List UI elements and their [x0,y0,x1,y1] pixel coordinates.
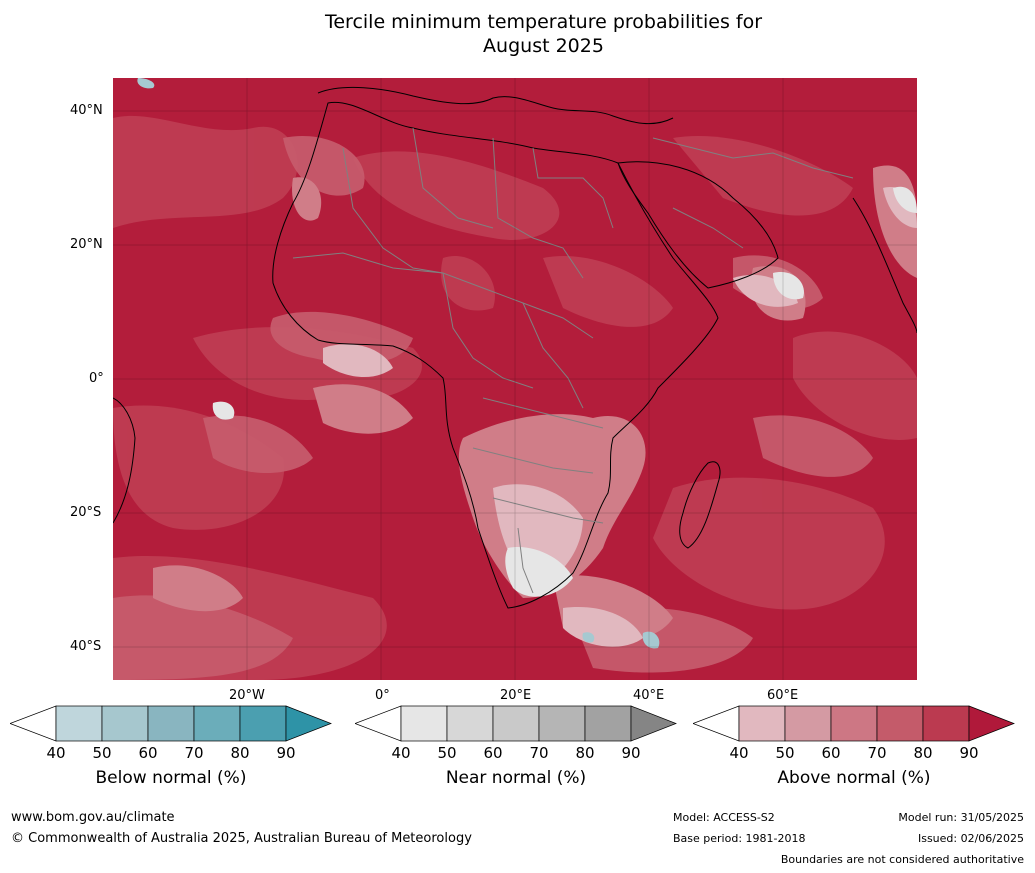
country-borders [292,127,854,594]
cb-above-bin-3 [830,705,878,742]
cb-near-bin-4 [538,705,586,742]
cb-near-bin-2 [446,705,494,742]
madagascar-coast [679,461,721,549]
cb-below-tick-70: 70 [184,744,204,762]
cb-below-tick-80: 80 [230,744,250,762]
cb-below-bin-5 [239,705,287,742]
lon-label-20w: 20°W [229,688,265,703]
cb-above-title: Above normal (%) [777,768,931,788]
footer-model-run: Model run: 31/05/2025 [898,811,1024,824]
footer-base-period: Base period: 1981-2018 [673,832,806,845]
cb-above-low-triangle [693,705,740,742]
colorbar-above-normal [693,705,1015,742]
footer-model: Model: ACCESS-S2 [673,811,775,824]
cb-near-high-triangle [630,705,677,742]
lat-label-20n: 20°N [70,237,103,252]
cb-below-low-triangle [10,705,57,742]
cb-near-tick-90: 90 [621,744,641,762]
cb-below-bin-3 [147,705,195,742]
india-coast [852,197,917,334]
lon-label-0: 0° [375,688,390,703]
cb-near-tick-70: 70 [529,744,549,762]
colorbar-below-normal [10,705,332,742]
cb-below-tick-60: 60 [138,744,158,762]
map-svg [113,78,917,680]
lon-label-40e: 40°E [633,688,665,703]
chart-title: Tercile minimum temperature probabilitie… [0,10,1035,58]
lon-label-60e: 60°E [767,688,799,703]
cb-above-tick-90: 90 [959,744,979,762]
lat-label-40s: 40°S [70,639,102,654]
coastlines [113,86,917,609]
cb-above-high-triangle [968,705,1015,742]
footer-copyright: © Commonwealth of Australia 2025, Austra… [11,831,472,846]
footer-disclaimer: Boundaries are not considered authoritat… [780,853,1024,866]
cb-above-bin-5 [922,705,970,742]
lat-label-0: 0° [89,371,104,386]
africa-coast [272,101,719,609]
graticule [113,78,917,680]
cb-near-tick-40: 40 [391,744,411,762]
cb-above-tick-60: 60 [821,744,841,762]
cb-below-tick-50: 50 [92,744,112,762]
cb-above-tick-50: 50 [775,744,795,762]
arabia-coast [617,161,779,289]
cb-above-bin-1 [738,705,786,742]
cb-below-tick-90: 90 [276,744,296,762]
cb-near-bin-3 [492,705,540,742]
cb-near-bin-1 [400,705,448,742]
europe-coast [317,86,674,125]
title-line-2: August 2025 [483,35,604,57]
lat-label-40n: 40°N [70,103,103,118]
south-america-coast [113,397,136,524]
lat-label-20s: 20°S [70,505,102,520]
title-line-1: Tercile minimum temperature probabilitie… [324,11,763,33]
probability-map [113,78,917,680]
cb-near-tick-50: 50 [437,744,457,762]
below-normal-spots [137,78,660,649]
cb-below-tick-40: 40 [46,744,66,762]
cb-near-tick-80: 80 [575,744,595,762]
cb-above-bin-4 [876,705,924,742]
cb-above-tick-40: 40 [729,744,749,762]
cb-below-title: Below normal (%) [95,768,247,788]
cb-near-bin-5 [584,705,632,742]
colorbar-near-normal [355,705,677,742]
cb-below-bin-1 [55,705,103,742]
cb-near-low-triangle [355,705,402,742]
footer-website[interactable]: www.bom.gov.au/climate [11,810,175,825]
footer-issued: Issued: 02/06/2025 [917,832,1024,845]
cb-below-high-triangle [285,705,332,742]
lon-label-20e: 20°E [500,688,532,703]
cb-below-bin-2 [101,705,149,742]
cb-below-bin-4 [193,705,241,742]
cb-above-bin-2 [784,705,832,742]
cb-near-tick-60: 60 [483,744,503,762]
cb-near-title: Near normal (%) [445,768,587,788]
cb-above-tick-70: 70 [867,744,887,762]
cb-above-tick-80: 80 [913,744,933,762]
